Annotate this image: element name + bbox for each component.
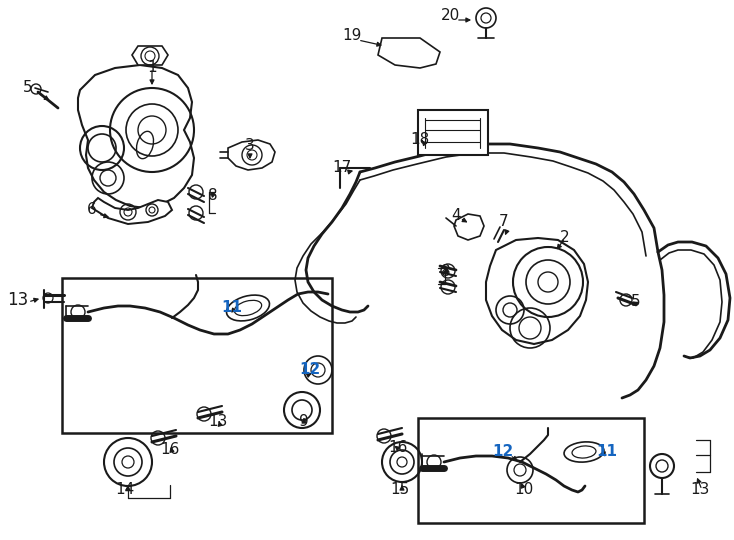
Text: 19: 19	[342, 29, 362, 44]
Text: 5: 5	[631, 294, 641, 309]
Text: 12: 12	[299, 362, 321, 377]
Text: 9: 9	[299, 415, 309, 429]
Polygon shape	[228, 140, 275, 170]
Text: 8: 8	[441, 265, 451, 280]
Text: 20: 20	[440, 9, 459, 24]
Text: 7: 7	[499, 214, 509, 230]
Text: 16: 16	[388, 441, 407, 456]
Bar	[418, 418, 644, 523]
Text: 17: 17	[333, 160, 352, 176]
Text: 8: 8	[208, 187, 218, 202]
Bar	[418, 110, 488, 155]
Text: 6: 6	[87, 202, 97, 218]
Bar	[62, 278, 332, 433]
Text: 4: 4	[451, 207, 461, 222]
Text: 5: 5	[23, 80, 33, 96]
Polygon shape	[132, 46, 168, 65]
Text: 10: 10	[515, 483, 534, 497]
Polygon shape	[378, 38, 440, 68]
Polygon shape	[78, 65, 194, 208]
Polygon shape	[454, 214, 484, 240]
Polygon shape	[486, 238, 588, 344]
Text: 18: 18	[410, 132, 429, 147]
Text: 1: 1	[148, 60, 157, 76]
Text: 13: 13	[7, 291, 29, 309]
Text: 11: 11	[597, 444, 617, 460]
Text: 11: 11	[222, 300, 242, 314]
Text: 15: 15	[390, 483, 410, 497]
Text: 13: 13	[690, 483, 710, 497]
Text: 16: 16	[160, 442, 180, 457]
Text: 3: 3	[245, 138, 255, 152]
Text: 14: 14	[115, 483, 134, 497]
Text: 2: 2	[560, 231, 570, 246]
Text: 12: 12	[493, 444, 514, 460]
Polygon shape	[92, 198, 172, 224]
Text: 13: 13	[208, 415, 228, 429]
